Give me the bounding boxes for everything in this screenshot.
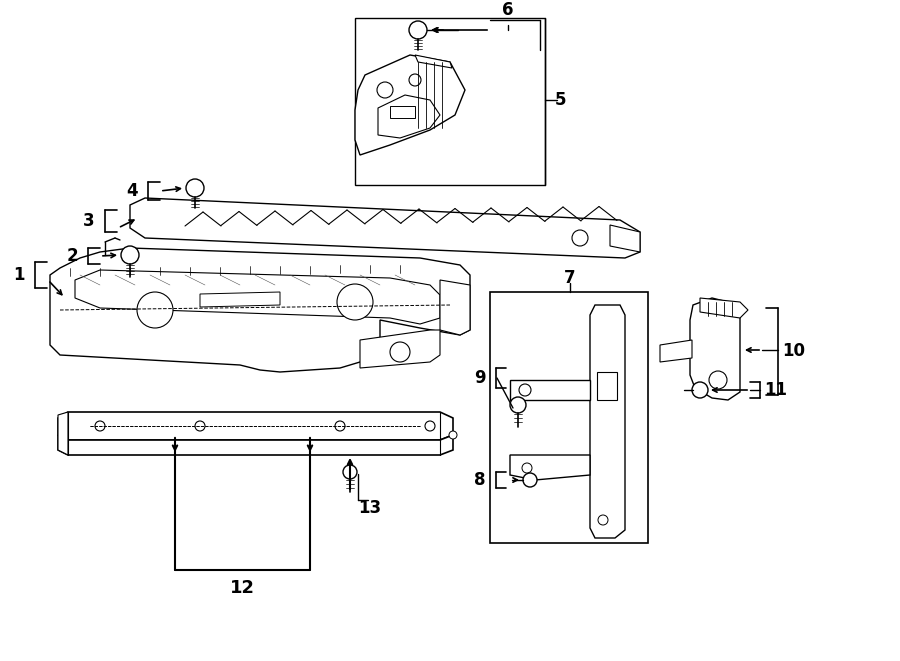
Polygon shape [700, 298, 748, 318]
Polygon shape [130, 198, 640, 258]
Polygon shape [660, 340, 692, 362]
Text: 7: 7 [564, 269, 576, 287]
Circle shape [572, 230, 588, 246]
Polygon shape [610, 225, 640, 252]
Text: 11: 11 [764, 381, 788, 399]
Circle shape [377, 82, 393, 98]
Circle shape [195, 421, 205, 431]
Polygon shape [510, 380, 590, 400]
Text: 2: 2 [67, 247, 77, 265]
Circle shape [519, 384, 531, 396]
Text: 9: 9 [474, 369, 486, 387]
Circle shape [692, 382, 708, 398]
Polygon shape [415, 55, 452, 68]
Polygon shape [490, 292, 648, 543]
Polygon shape [510, 455, 590, 480]
Circle shape [709, 371, 727, 389]
Polygon shape [58, 412, 453, 440]
Polygon shape [690, 298, 740, 400]
Polygon shape [355, 18, 545, 185]
Polygon shape [378, 95, 440, 138]
Circle shape [425, 421, 435, 431]
Text: 8: 8 [474, 471, 486, 489]
Circle shape [95, 421, 105, 431]
Circle shape [409, 21, 427, 39]
Circle shape [121, 246, 139, 264]
Text: 6: 6 [502, 1, 514, 19]
Polygon shape [58, 435, 453, 455]
Circle shape [449, 431, 457, 439]
Circle shape [409, 74, 421, 86]
Text: 3: 3 [83, 212, 94, 230]
Circle shape [137, 292, 173, 328]
Circle shape [390, 342, 410, 362]
Circle shape [186, 179, 204, 197]
Circle shape [343, 465, 357, 479]
Circle shape [598, 515, 608, 525]
Text: 13: 13 [358, 499, 382, 517]
Circle shape [335, 421, 345, 431]
Circle shape [523, 473, 537, 487]
Polygon shape [75, 270, 440, 324]
Polygon shape [590, 305, 625, 538]
Polygon shape [355, 55, 465, 155]
Polygon shape [200, 292, 280, 307]
Bar [597, 372, 617, 400]
Polygon shape [50, 248, 470, 372]
Circle shape [522, 463, 532, 473]
Polygon shape [58, 412, 68, 455]
Circle shape [337, 284, 373, 320]
Text: 5: 5 [554, 91, 566, 109]
Text: 12: 12 [230, 579, 255, 597]
Text: 1: 1 [14, 266, 25, 284]
Text: 4: 4 [126, 182, 138, 200]
Polygon shape [440, 280, 470, 335]
Bar [390, 106, 415, 118]
Text: 10: 10 [782, 342, 806, 360]
Circle shape [510, 397, 526, 413]
Polygon shape [360, 330, 440, 368]
